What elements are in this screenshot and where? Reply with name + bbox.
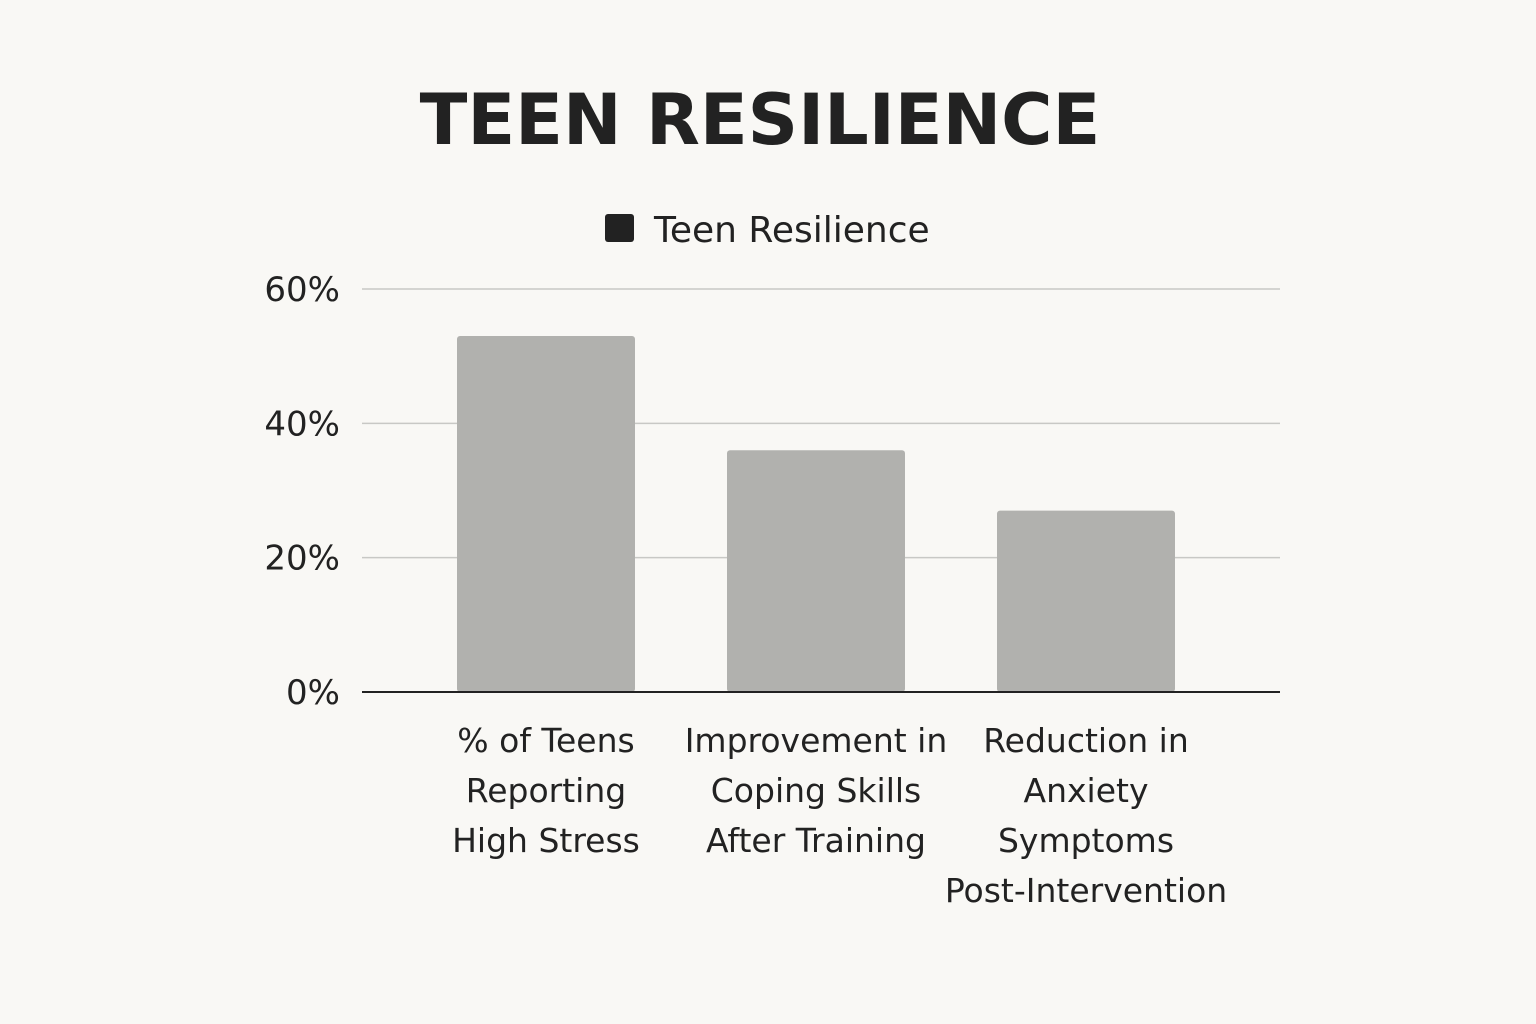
chart-title: TEEN RESILIENCE (420, 79, 1101, 161)
x-category-line: Reporting (466, 771, 626, 810)
x-axis-categories: % of Teens Reporting High Stress Improvemen… (452, 721, 1227, 910)
bar (727, 450, 905, 692)
x-category-line: Reduction in (983, 721, 1189, 760)
y-tick-label: 40% (264, 404, 340, 444)
y-tick-label: 0% (286, 673, 340, 713)
legend-swatch (605, 214, 634, 242)
bar (457, 336, 635, 692)
x-category-label: Reduction in Anxiety Symptoms Post-Interven… (945, 721, 1227, 910)
x-category-line: Anxiety (1024, 771, 1149, 810)
bar (997, 510, 1175, 692)
y-tick-label: 20% (264, 539, 340, 579)
x-category-line: Post-Intervention (945, 871, 1227, 910)
x-category-line: High Stress (452, 821, 640, 860)
x-category-line: After Training (706, 821, 926, 860)
x-category-label: % of Teens Reporting High Stress (452, 721, 640, 860)
x-category-line: Coping Skills (711, 771, 921, 810)
y-axis-ticks: 0% 20% 40% 60% (264, 270, 340, 713)
legend: Teen Resilience (605, 210, 930, 251)
bars (457, 336, 1175, 692)
x-category-line: % of Teens (457, 721, 634, 760)
x-category-line: Symptoms (998, 821, 1174, 860)
legend-label: Teen Resilience (653, 210, 930, 251)
x-category-label: Improvement in Coping Skills After Trainin… (685, 721, 948, 860)
x-category-line: Improvement in (685, 721, 948, 760)
y-tick-label: 60% (264, 270, 340, 310)
